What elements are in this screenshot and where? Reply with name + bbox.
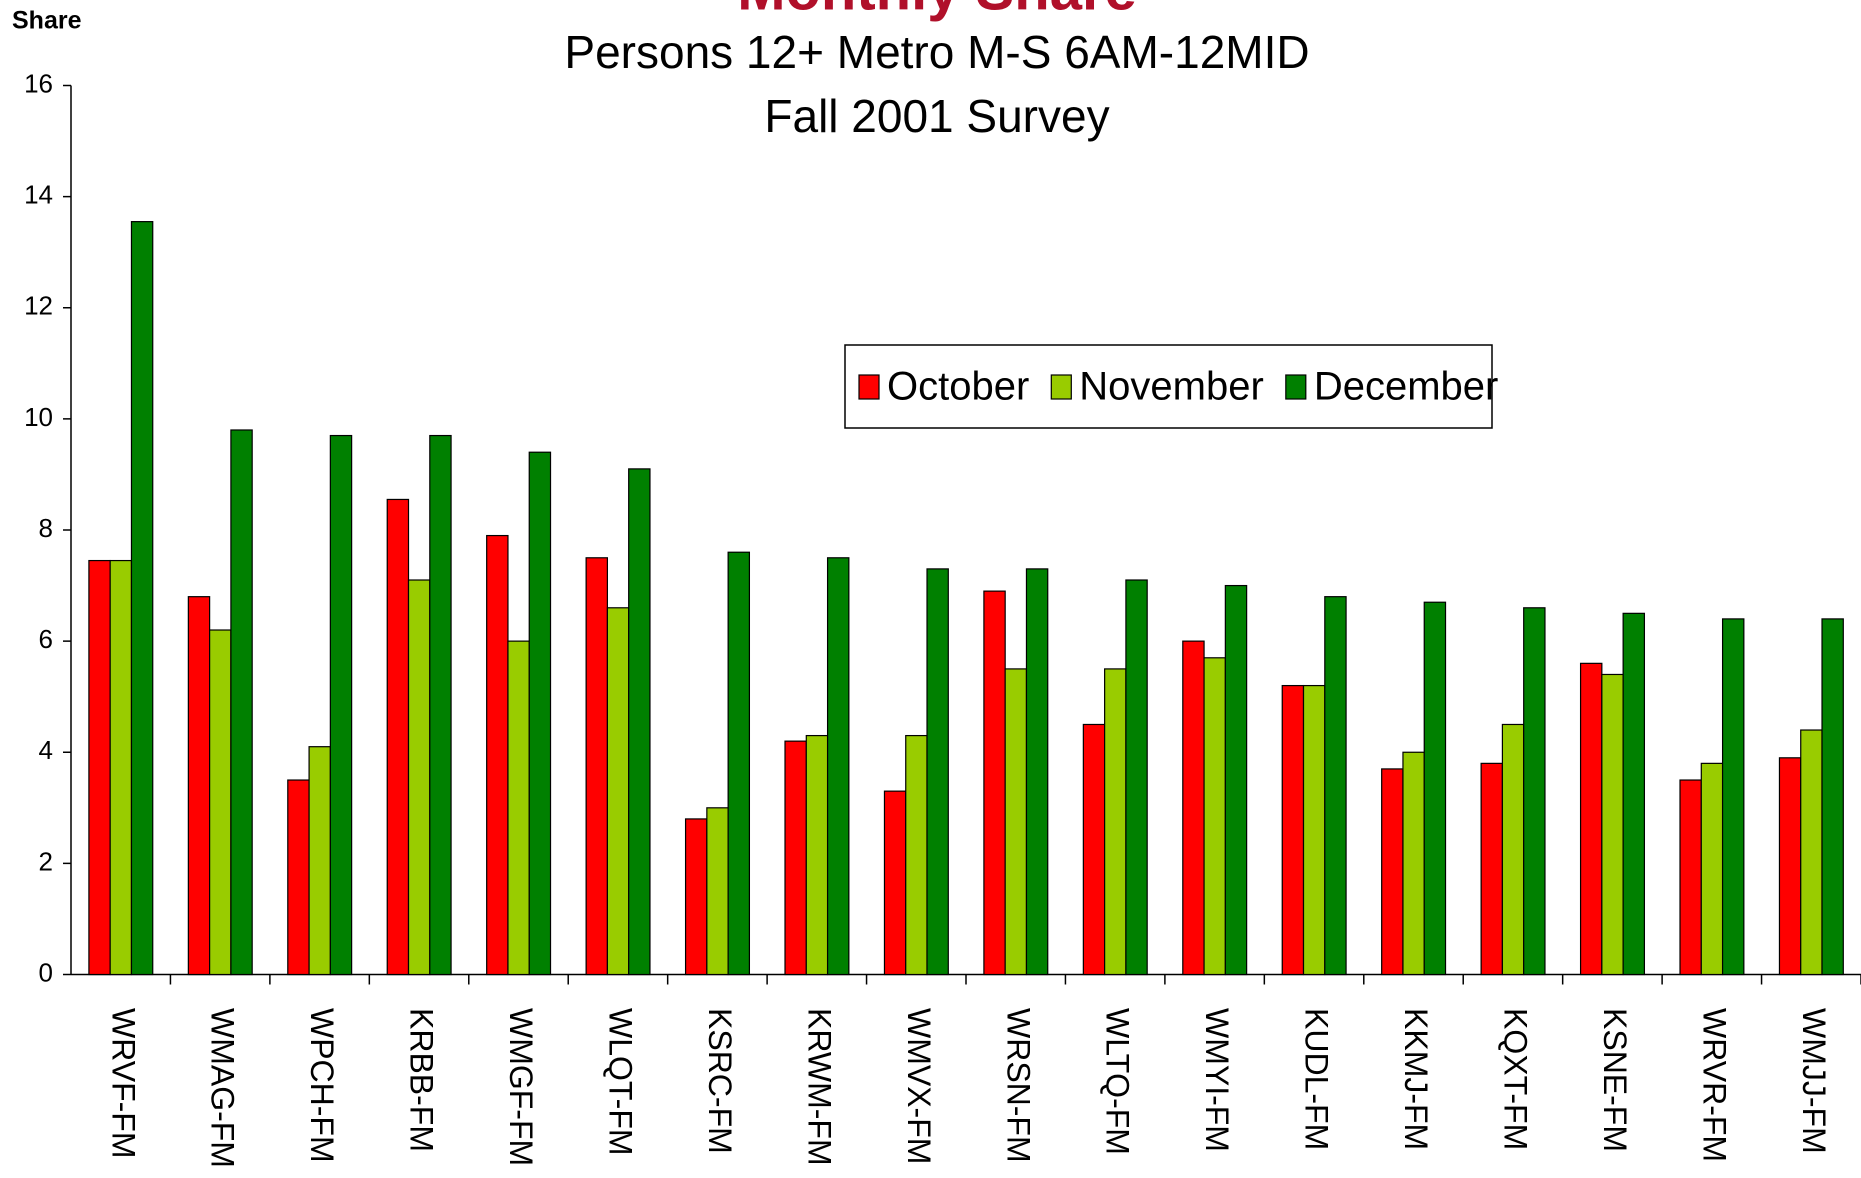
- bar: [1778, 757, 1802, 976]
- x-tick-label: KRBB-FM: [404, 1008, 440, 1152]
- bar: [1721, 618, 1745, 976]
- bar: [1004, 668, 1028, 976]
- y-tick-label: 2: [39, 846, 53, 876]
- legend-label: November: [1079, 365, 1264, 409]
- legend-swatch: [1285, 374, 1307, 400]
- y-tick-label: 14: [24, 180, 53, 210]
- bar: [1480, 762, 1504, 976]
- legend-swatch: [858, 374, 880, 400]
- bar: [329, 434, 353, 976]
- bar: [684, 818, 708, 976]
- bar: [706, 807, 729, 976]
- x-tick-label: WMGF-FM: [503, 1008, 539, 1166]
- bar: [486, 534, 509, 976]
- legend-box: [844, 344, 1493, 429]
- y-tick-label: 8: [39, 513, 53, 543]
- bar: [1224, 584, 1248, 976]
- bar: [905, 734, 928, 976]
- x-tick-label: WRVR-FM: [1696, 1008, 1732, 1162]
- x-tick-label: WMVX-FM: [901, 1008, 937, 1164]
- bar: [606, 607, 630, 976]
- bar: [1679, 779, 1702, 976]
- bar: [187, 596, 211, 976]
- bar: [1800, 729, 1823, 976]
- bar: [1622, 612, 1646, 976]
- x-tick-label: KUDL-FM: [1299, 1008, 1335, 1150]
- y-tick-label: 0: [39, 957, 53, 987]
- bar: [507, 640, 530, 976]
- bar: [308, 746, 331, 976]
- bar: [287, 779, 310, 976]
- x-tick-label: KRWM-FM: [801, 1008, 837, 1166]
- bar: [1501, 723, 1525, 976]
- bar: [1082, 723, 1106, 976]
- bar: [983, 590, 1006, 976]
- x-tick-label: WLTQ-FM: [1100, 1008, 1136, 1155]
- bar: [926, 568, 949, 976]
- bar: [784, 740, 807, 976]
- bar: [1324, 596, 1347, 976]
- bar: [1182, 640, 1205, 976]
- legend-swatch: [1050, 374, 1072, 400]
- bar: [230, 429, 253, 976]
- bar: [826, 557, 850, 976]
- bar: [1579, 662, 1603, 976]
- chart-title: Monthly Share: [737, 0, 1137, 22]
- bar: [386, 498, 410, 976]
- x-tick-label: WMAG-FM: [205, 1008, 241, 1168]
- x-tick-label: KQXT-FM: [1497, 1008, 1533, 1150]
- y-axis-label: Share: [12, 7, 82, 35]
- y-tick-label: 6: [39, 624, 53, 654]
- x-tick-label: WRVF-FM: [105, 1008, 141, 1158]
- bar: [1104, 668, 1127, 976]
- bar: [805, 734, 829, 976]
- legend-label: December: [1314, 365, 1499, 409]
- bar: [209, 629, 232, 976]
- bar: [1423, 601, 1447, 976]
- bar: [1281, 684, 1305, 976]
- chart-subtitle: Persons 12+ Metro M-S 6AM-12MID: [564, 26, 1309, 78]
- x-tick-label: WMJJ-FM: [1796, 1008, 1832, 1154]
- bar: [88, 559, 111, 976]
- x-tick-label: WLQT-FM: [602, 1008, 638, 1156]
- bar: [628, 468, 651, 976]
- bar: [1402, 751, 1425, 976]
- legend-label: October: [887, 365, 1029, 409]
- bar: [1302, 684, 1326, 976]
- bar: [1125, 579, 1148, 976]
- bar: [1381, 768, 1404, 976]
- chart-subtitle: Fall 2001 Survey: [764, 90, 1109, 142]
- bar: [109, 559, 133, 976]
- bar: [1601, 673, 1624, 976]
- bar: [1523, 607, 1546, 976]
- bar: [1203, 657, 1226, 976]
- bar: [528, 451, 552, 976]
- bar: [130, 221, 154, 976]
- y-tick-label: 4: [39, 735, 53, 765]
- bar: [727, 551, 751, 976]
- bar: [407, 579, 431, 976]
- bar: [883, 790, 907, 976]
- y-tick-label: 12: [24, 291, 53, 321]
- x-tick-label: WRSN-FM: [1000, 1008, 1036, 1163]
- y-tick-label: 10: [24, 402, 53, 432]
- x-tick-label: KSRC-FM: [702, 1008, 738, 1154]
- x-tick-label: KSNE-FM: [1597, 1008, 1633, 1152]
- bar: [1025, 568, 1049, 976]
- bar: [429, 434, 452, 976]
- x-tick-label: KKMJ-FM: [1398, 1008, 1434, 1150]
- bar: [1700, 762, 1724, 976]
- y-tick-label: 16: [24, 68, 53, 98]
- x-tick-label: WMYI-FM: [1199, 1008, 1235, 1152]
- bar: [1821, 618, 1844, 976]
- bar: [585, 557, 609, 976]
- x-tick-label: WPCH-FM: [304, 1008, 340, 1163]
